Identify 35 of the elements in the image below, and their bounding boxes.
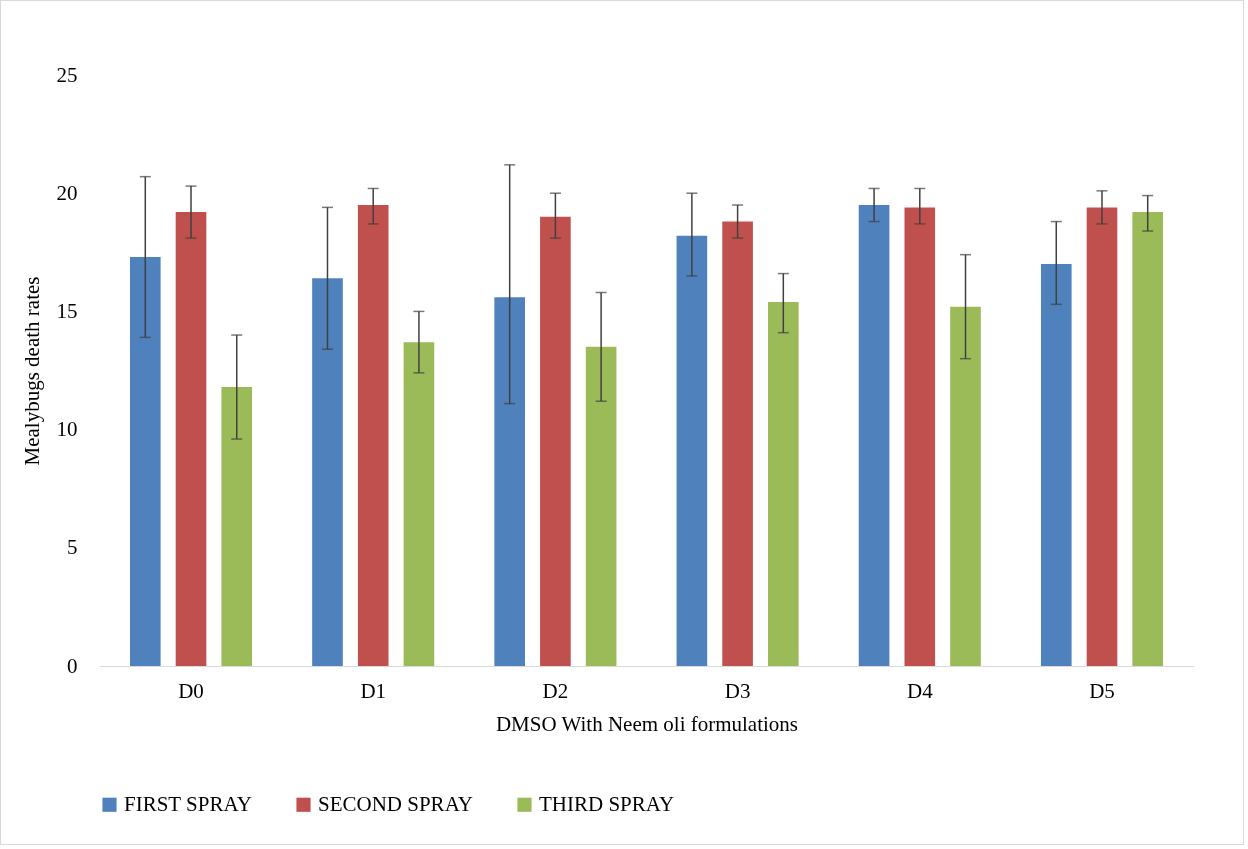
x-tick-label: D1 bbox=[360, 678, 387, 703]
bar bbox=[858, 205, 890, 666]
bar bbox=[357, 205, 389, 666]
y-axis-title: Mealybugs death rates bbox=[19, 276, 44, 466]
legend-label: THIRD SPRAY bbox=[539, 791, 675, 816]
y-tick-label: 20 bbox=[56, 180, 78, 205]
x-axis-title: DMSO With Neem oli formulations bbox=[495, 711, 799, 736]
bar bbox=[904, 207, 936, 666]
bar bbox=[221, 387, 253, 666]
x-tick-label: D0 bbox=[178, 678, 204, 703]
bar bbox=[676, 235, 708, 666]
bar bbox=[494, 297, 525, 666]
y-tick-label: 10 bbox=[56, 417, 78, 442]
bar bbox=[1132, 212, 1164, 666]
bar bbox=[129, 257, 161, 666]
x-tick-label: D2 bbox=[542, 678, 569, 703]
bar bbox=[175, 212, 207, 666]
bar bbox=[403, 342, 435, 666]
y-tick-label: 15 bbox=[56, 298, 78, 323]
bar bbox=[722, 221, 753, 666]
legend-label: FIRST SPRAY bbox=[124, 791, 252, 816]
bar bbox=[1086, 207, 1118, 666]
x-tick-label: D5 bbox=[1089, 678, 1115, 703]
legend-label: SECOND SPRAY bbox=[318, 791, 474, 816]
y-tick-label: 5 bbox=[67, 535, 78, 560]
x-tick-label: D4 bbox=[906, 678, 934, 703]
bar bbox=[540, 216, 571, 666]
y-tick-label: 0 bbox=[67, 653, 78, 678]
bar bbox=[312, 278, 343, 666]
bar bbox=[950, 306, 981, 666]
bar bbox=[768, 301, 799, 666]
bar bbox=[1040, 264, 1072, 666]
bar bbox=[585, 346, 617, 666]
x-tick-label: D3 bbox=[724, 678, 751, 703]
y-tick-label: 25 bbox=[56, 62, 78, 87]
